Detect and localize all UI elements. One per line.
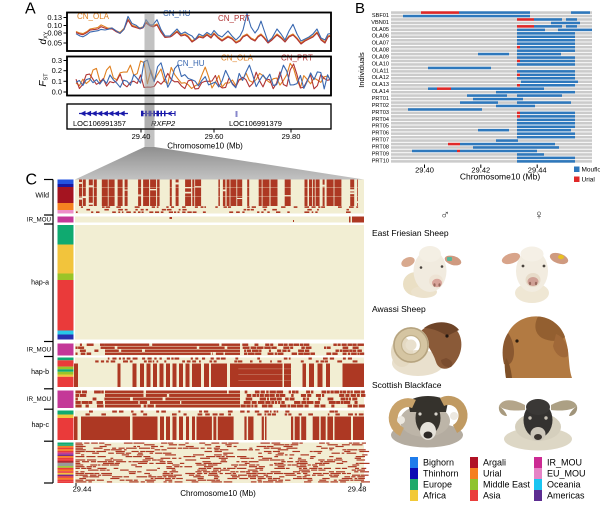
svg-text:CN_HU: CN_HU [177,59,205,68]
svg-text:CN_HU: CN_HU [163,9,191,18]
svg-text:hap-a: hap-a [31,280,49,287]
svg-text:0.08: 0.08 [47,29,62,38]
svg-text:VBN01: VBN01 [371,20,389,26]
svg-text:0.10: 0.10 [47,21,62,30]
svg-text:OLA09: OLA09 [372,55,389,61]
svg-text:Argali: Argali [483,457,506,467]
svg-text:Americas: Americas [547,490,585,500]
svg-text:0.13: 0.13 [47,13,62,22]
svg-text:PRT06: PRT06 [372,131,389,137]
svg-text:♀: ♀ [534,207,544,222]
svg-text:B: B [355,0,365,17]
svg-text:hap-c: hap-c [31,422,49,429]
svg-text:PRT04: PRT04 [372,117,389,123]
svg-text:Mouflon: Mouflon [582,167,600,174]
svg-text:Thinhorn: Thinhorn [423,468,459,478]
svg-text:0.1: 0.1 [52,77,62,86]
svg-text:Awassi Sheep: Awassi Sheep [372,304,426,314]
svg-text:Wild: Wild [35,193,49,200]
svg-text:CN_PRT: CN_PRT [218,14,250,23]
svg-text:CN_OLA: CN_OLA [221,54,254,63]
svg-text:IR_MOU: IR_MOU [547,457,582,467]
svg-text:IR_MOU: IR_MOU [27,347,51,354]
svg-text:29.80: 29.80 [282,132,301,141]
svg-text:OLA08: OLA08 [372,48,389,54]
svg-text:0.2: 0.2 [52,66,62,75]
svg-text:0.3: 0.3 [52,56,62,65]
svg-text:Individuals: Individuals [357,52,366,88]
svg-text:OLA06: OLA06 [372,34,389,40]
svg-text:East Friesian Sheep: East Friesian Sheep [372,228,449,238]
svg-text:29.60: 29.60 [205,132,224,141]
svg-text:PRT09: PRT09 [372,151,389,157]
svg-text:PRT02: PRT02 [372,103,389,109]
svg-text:dXY: dXY [38,31,50,44]
svg-text:PRT01: PRT01 [372,96,389,102]
svg-text:29.42: 29.42 [471,166,490,175]
svg-text:Chromosome10 (Mb): Chromosome10 (Mb) [167,142,243,151]
svg-text:RXFP2: RXFP2 [151,119,176,128]
svg-text:OLA07: OLA07 [372,41,389,47]
svg-text:OLA05: OLA05 [372,27,389,33]
svg-text:PRT03: PRT03 [372,110,389,116]
svg-text:♂: ♂ [440,207,450,222]
svg-text:Bighorn: Bighorn [423,457,454,467]
svg-text:Middle East: Middle East [483,479,531,489]
svg-text:Urial: Urial [582,177,596,184]
svg-text:OLA13: OLA13 [372,82,389,88]
svg-text:OLA11: OLA11 [372,68,389,74]
svg-text:OLA12: OLA12 [372,75,389,81]
svg-text:Chromosome10 (Mb): Chromosome10 (Mb) [460,172,540,182]
svg-text:IR_MOU: IR_MOU [27,217,51,224]
svg-text:Scottish Blackface: Scottish Blackface [372,380,442,390]
svg-text:Asia: Asia [483,490,501,500]
svg-text:29.40: 29.40 [415,166,434,175]
svg-text:IR_MOU: IR_MOU [27,396,51,403]
svg-text:EU_MOU: EU_MOU [547,468,586,478]
svg-text:LOC106991357: LOC106991357 [73,119,126,128]
svg-text:29.44: 29.44 [528,166,547,175]
svg-text:CN_PRT: CN_PRT [281,54,313,63]
svg-text:PRT05: PRT05 [372,124,389,130]
svg-text:Europe: Europe [423,479,452,489]
svg-text:0.0: 0.0 [52,88,62,97]
svg-text:FST: FST [38,73,50,87]
svg-text:Oceania: Oceania [547,479,581,489]
svg-text:A: A [25,1,36,18]
svg-text:Chromosome10 (Mb): Chromosome10 (Mb) [180,489,256,498]
svg-text:C: C [26,172,38,189]
svg-text:OLA14: OLA14 [372,89,389,95]
svg-text:OLA10: OLA10 [372,61,389,67]
svg-text:0.05: 0.05 [47,39,62,48]
svg-text:29.44: 29.44 [73,485,92,494]
svg-text:Urial: Urial [483,468,502,478]
svg-text:29.40: 29.40 [132,132,151,141]
svg-text:PRT08: PRT08 [372,144,389,150]
svg-text:Africa: Africa [423,490,446,500]
svg-text:LOC106991379: LOC106991379 [229,119,282,128]
svg-text:SBF01: SBF01 [372,13,389,19]
svg-text:PRT07: PRT07 [372,138,389,144]
svg-text:29.48: 29.48 [348,485,367,494]
svg-text:CN_OLA: CN_OLA [77,12,110,21]
svg-text:PRT10: PRT10 [372,158,389,164]
svg-text:hap-b: hap-b [31,369,49,376]
